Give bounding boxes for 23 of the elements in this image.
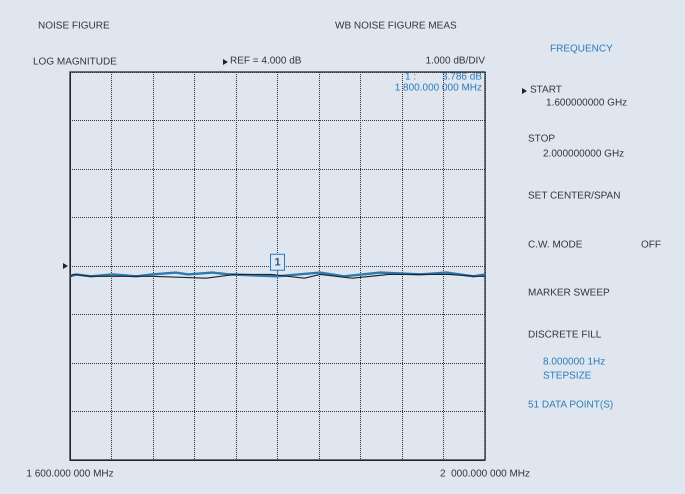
x-tick-label: 2 000.000 000 MHz xyxy=(440,468,530,480)
text: STOP xyxy=(528,134,556,144)
text: OFF xyxy=(641,240,662,250)
text: 1 : xyxy=(405,72,416,82)
chart-title: NOISE FIGURE xyxy=(38,20,110,32)
text: 8.000000 1Hz xyxy=(543,356,606,368)
text: FREQUENCY xyxy=(550,44,614,54)
text: C.W. MODE xyxy=(528,240,583,250)
text: DISCRETE FILL xyxy=(528,330,602,340)
text: 2.000000000 GHz xyxy=(543,148,624,160)
text: SET CENTER/SPAN xyxy=(528,190,620,202)
text: MARKER SWEEP xyxy=(528,288,610,298)
annotation: 1 xyxy=(274,256,281,268)
text: 1 800.000 000 MHz xyxy=(394,82,482,94)
text: REF = 4.000 dB xyxy=(230,56,302,66)
chart-subtitle: WB NOISE FIGURE MEAS xyxy=(335,20,458,32)
x-tick-label: 1 600.000 000 MHz xyxy=(26,468,114,480)
text: 1.600000000 GHz xyxy=(546,98,628,108)
text: LOG MAGNITUDE xyxy=(33,56,118,68)
text: START xyxy=(530,84,562,96)
text: 1.000 dB/DIV xyxy=(426,56,486,66)
text: 51 DATA POINT(S) xyxy=(528,400,614,410)
text: STEPSIZE xyxy=(543,370,592,382)
